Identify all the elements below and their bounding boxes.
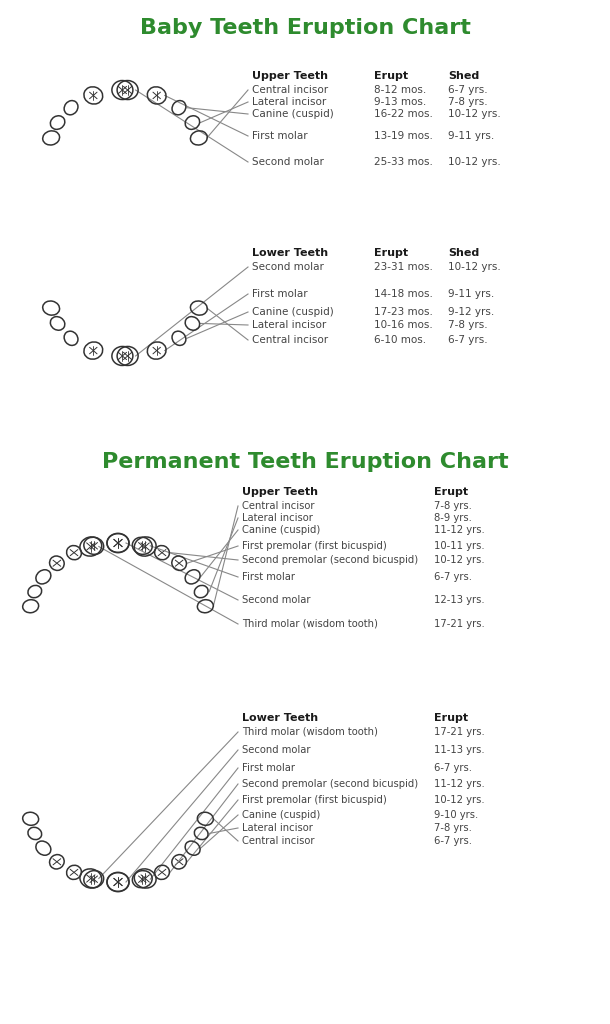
Text: 10-12 yrs.: 10-12 yrs. — [448, 157, 501, 167]
Text: 16-22 mos.: 16-22 mos. — [374, 109, 433, 119]
Text: 9-12 yrs.: 9-12 yrs. — [448, 307, 494, 317]
Text: First premolar (first bicuspid): First premolar (first bicuspid) — [242, 795, 387, 805]
Text: 10-12 yrs.: 10-12 yrs. — [448, 109, 501, 119]
Text: 11-12 yrs.: 11-12 yrs. — [434, 779, 485, 790]
Text: Lateral incisor: Lateral incisor — [252, 97, 326, 106]
Text: Second premolar (second bicuspid): Second premolar (second bicuspid) — [242, 555, 418, 565]
Text: Erupt: Erupt — [434, 713, 468, 723]
Text: Central incisor: Central incisor — [242, 501, 315, 511]
Text: First molar: First molar — [252, 131, 307, 141]
Text: 10-12 yrs.: 10-12 yrs. — [434, 555, 484, 565]
Text: 9-10 yrs.: 9-10 yrs. — [434, 810, 478, 820]
Text: 25-33 mos.: 25-33 mos. — [374, 157, 433, 167]
Text: First molar: First molar — [242, 572, 295, 582]
Text: 7-8 yrs.: 7-8 yrs. — [448, 319, 487, 330]
Text: Permanent Teeth Eruption Chart: Permanent Teeth Eruption Chart — [102, 452, 508, 472]
Text: Central incisor: Central incisor — [252, 335, 328, 345]
Text: 6-7 yrs.: 6-7 yrs. — [434, 836, 472, 846]
Text: Second molar: Second molar — [252, 262, 324, 272]
Text: Second molar: Second molar — [242, 595, 310, 605]
Text: 23-31 mos.: 23-31 mos. — [374, 262, 433, 272]
Text: 9-11 yrs.: 9-11 yrs. — [448, 131, 494, 141]
Text: First molar: First molar — [242, 763, 295, 773]
Text: Second premolar (second bicuspid): Second premolar (second bicuspid) — [242, 779, 418, 790]
Text: 6-10 mos.: 6-10 mos. — [374, 335, 426, 345]
Text: Central incisor: Central incisor — [242, 836, 315, 846]
Text: 6-7 yrs.: 6-7 yrs. — [448, 335, 487, 345]
Text: Shed: Shed — [448, 248, 479, 258]
Text: First premolar (first bicuspid): First premolar (first bicuspid) — [242, 541, 387, 551]
Text: Third molar (wisdom tooth): Third molar (wisdom tooth) — [242, 727, 378, 737]
Text: Upper Teeth: Upper Teeth — [252, 71, 328, 81]
Text: Upper Teeth: Upper Teeth — [242, 487, 318, 497]
Text: First molar: First molar — [252, 289, 307, 299]
Text: 9-11 yrs.: 9-11 yrs. — [448, 289, 494, 299]
Text: 10-12 yrs.: 10-12 yrs. — [434, 795, 484, 805]
Text: Lateral incisor: Lateral incisor — [242, 823, 313, 833]
Text: 11-13 yrs.: 11-13 yrs. — [434, 745, 484, 755]
Text: Canine (cuspid): Canine (cuspid) — [242, 810, 320, 820]
Text: Lateral incisor: Lateral incisor — [252, 319, 326, 330]
Text: Canine (cuspid): Canine (cuspid) — [252, 307, 334, 317]
Text: Lateral incisor: Lateral incisor — [242, 513, 313, 523]
Text: Canine (cuspid): Canine (cuspid) — [242, 525, 320, 535]
Text: 7-8 yrs.: 7-8 yrs. — [434, 823, 472, 833]
Text: 8-9 yrs.: 8-9 yrs. — [434, 513, 472, 523]
Text: Baby Teeth Eruption Chart: Baby Teeth Eruption Chart — [140, 18, 470, 38]
Text: 8-12 mos.: 8-12 mos. — [374, 85, 426, 95]
Text: Second molar: Second molar — [242, 745, 310, 755]
Text: 7-8 yrs.: 7-8 yrs. — [434, 501, 472, 511]
Text: 9-13 mos.: 9-13 mos. — [374, 97, 426, 106]
Text: 17-23 mos.: 17-23 mos. — [374, 307, 433, 317]
Text: Second molar: Second molar — [252, 157, 324, 167]
Text: Erupt: Erupt — [374, 71, 408, 81]
Text: 11-12 yrs.: 11-12 yrs. — [434, 525, 485, 535]
Text: 14-18 mos.: 14-18 mos. — [374, 289, 433, 299]
Text: 10-12 yrs.: 10-12 yrs. — [448, 262, 501, 272]
Text: 6-7 yrs.: 6-7 yrs. — [448, 85, 487, 95]
Text: 13-19 mos.: 13-19 mos. — [374, 131, 433, 141]
Text: Central incisor: Central incisor — [252, 85, 328, 95]
Text: 10-11 yrs.: 10-11 yrs. — [434, 541, 484, 551]
Text: Third molar (wisdom tooth): Third molar (wisdom tooth) — [242, 618, 378, 629]
Text: Erupt: Erupt — [374, 248, 408, 258]
Text: 10-16 mos.: 10-16 mos. — [374, 319, 432, 330]
Text: 6-7 yrs.: 6-7 yrs. — [434, 572, 472, 582]
Text: 17-21 yrs.: 17-21 yrs. — [434, 727, 485, 737]
Text: Lower Teeth: Lower Teeth — [252, 248, 328, 258]
Text: Erupt: Erupt — [434, 487, 468, 497]
Text: Canine (cuspid): Canine (cuspid) — [252, 109, 334, 119]
Text: 17-21 yrs.: 17-21 yrs. — [434, 618, 485, 629]
Text: 6-7 yrs.: 6-7 yrs. — [434, 763, 472, 773]
Text: Shed: Shed — [448, 71, 479, 81]
Text: 12-13 yrs.: 12-13 yrs. — [434, 595, 484, 605]
Text: Lower Teeth: Lower Teeth — [242, 713, 318, 723]
Text: 7-8 yrs.: 7-8 yrs. — [448, 97, 487, 106]
